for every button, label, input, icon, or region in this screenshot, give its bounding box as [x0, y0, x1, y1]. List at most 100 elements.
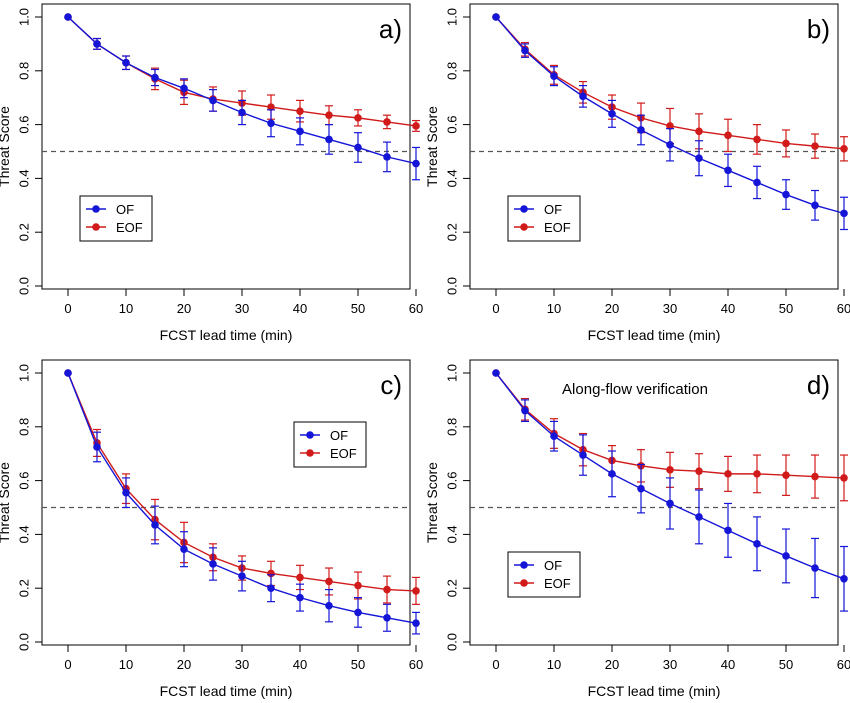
data-point: [93, 443, 101, 451]
data-point: [811, 201, 819, 210]
data-point: [325, 601, 333, 610]
legend: OF EOF: [79, 195, 153, 242]
y-tick-label: 0.6: [445, 472, 460, 490]
x-tick-label: 0: [64, 657, 71, 672]
x-tick-label: 10: [547, 301, 561, 316]
y-tick-label: 0.8: [445, 418, 460, 436]
plot-frame: [469, 3, 839, 290]
legend-marker: [92, 223, 100, 231]
y-axis-label: Threat Score: [0, 106, 12, 187]
data-point: [296, 107, 304, 115]
data-point: [267, 103, 275, 111]
data-point: [840, 574, 848, 583]
plot-frame: [41, 359, 411, 646]
data-point: [811, 564, 819, 572]
y-tick-label: 0.0: [17, 277, 32, 295]
legend-marker: [92, 205, 100, 213]
data-point: [782, 190, 790, 199]
data-point: [724, 131, 732, 140]
data-point: [354, 608, 362, 617]
data-point: [267, 119, 275, 128]
data-point: [724, 166, 732, 175]
x-tick-label: 60: [837, 301, 850, 316]
data-point: [637, 484, 645, 493]
data-point: [383, 153, 391, 161]
data-point: [325, 111, 333, 119]
data-point: [637, 126, 645, 134]
y-tick-label: 0.4: [445, 169, 460, 187]
plot-frame: [41, 3, 411, 290]
y-tick-label: 0.6: [17, 116, 32, 134]
x-tick-label: 20: [605, 657, 619, 672]
data-point: [521, 406, 529, 415]
x-tick-label: 60: [837, 657, 850, 672]
y-tick-label: 0.8: [17, 62, 32, 80]
data-point: [122, 488, 130, 497]
x-axis-label: FCST lead time (min): [588, 327, 721, 343]
data-point: [492, 13, 500, 21]
y-tick-label: 0.4: [17, 169, 32, 187]
x-tick-label: 50: [779, 657, 793, 672]
data-point: [412, 122, 420, 130]
data-point: [354, 143, 362, 152]
data-point: [180, 84, 188, 93]
data-point: [840, 474, 848, 482]
legend: OF EOF: [507, 195, 581, 242]
y-axis-label: Threat Score: [424, 106, 440, 187]
panel-c: 0 10 20 30 40 50 60 0.0 0.2 0.4 0.6 0.8 1.0 FCST lead…: [0, 359, 423, 699]
y-tick-label: 0.4: [445, 525, 460, 543]
data-point: [122, 58, 130, 67]
legend-marker: [520, 579, 528, 587]
x-tick-label: 10: [119, 657, 133, 672]
x-axis-label: FCST lead time (min): [160, 683, 293, 699]
data-point: [666, 122, 674, 130]
legend-marker: [306, 431, 314, 439]
x-tick-label: 40: [293, 657, 307, 672]
data-point: [521, 46, 529, 55]
y-tick-label: 0.0: [17, 633, 32, 651]
data-point: [209, 560, 217, 568]
data-point: [93, 40, 101, 48]
x-tick-label: 40: [721, 301, 735, 316]
legend-marker: [520, 205, 528, 213]
series-of: [492, 13, 848, 231]
x-tick-label: 0: [492, 657, 499, 672]
y-tick-label: 0.4: [17, 525, 32, 543]
y-tick-label: 0.2: [17, 579, 32, 597]
y-axis-label: Threat Score: [0, 462, 12, 543]
y-tick-label: 1.0: [17, 364, 32, 382]
data-point: [666, 466, 674, 474]
x-tick-label: 0: [64, 301, 71, 316]
legend: OF EOF: [293, 421, 367, 468]
data-point: [383, 118, 391, 126]
data-point: [550, 72, 558, 80]
x-tick-label: 50: [351, 657, 365, 672]
data-point: [325, 135, 333, 144]
y-tick-label: 0.0: [445, 277, 460, 295]
x-tick-label: 40: [721, 657, 735, 672]
panel-label: c): [380, 370, 402, 400]
data-point: [151, 521, 159, 529]
x-axis-label: FCST lead time (min): [588, 683, 721, 699]
data-point: [753, 540, 761, 548]
data-point: [296, 593, 304, 602]
legend-label-eof: EOF: [544, 576, 571, 591]
x-tick-label: 20: [177, 657, 191, 672]
x-tick-label: 30: [235, 657, 249, 672]
data-point: [238, 572, 246, 580]
x-tick-label: 20: [605, 301, 619, 316]
legend-box: [507, 195, 581, 242]
panel-d: 0 10 20 30 40 50 60 0.0 0.2 0.4 0.6 0.8 1.0 FCST lead…: [424, 359, 850, 699]
data-point: [492, 369, 500, 377]
y-tick-label: 1.0: [445, 364, 460, 382]
data-point: [579, 451, 587, 459]
y-tick-label: 0.8: [445, 62, 460, 80]
x-tick-label: 60: [409, 301, 423, 316]
data-point: [753, 470, 761, 478]
data-point: [840, 209, 848, 218]
series-line: [67, 16, 417, 165]
data-point: [782, 552, 790, 560]
series-of: [64, 13, 420, 181]
y-tick-label: 0.2: [445, 579, 460, 597]
